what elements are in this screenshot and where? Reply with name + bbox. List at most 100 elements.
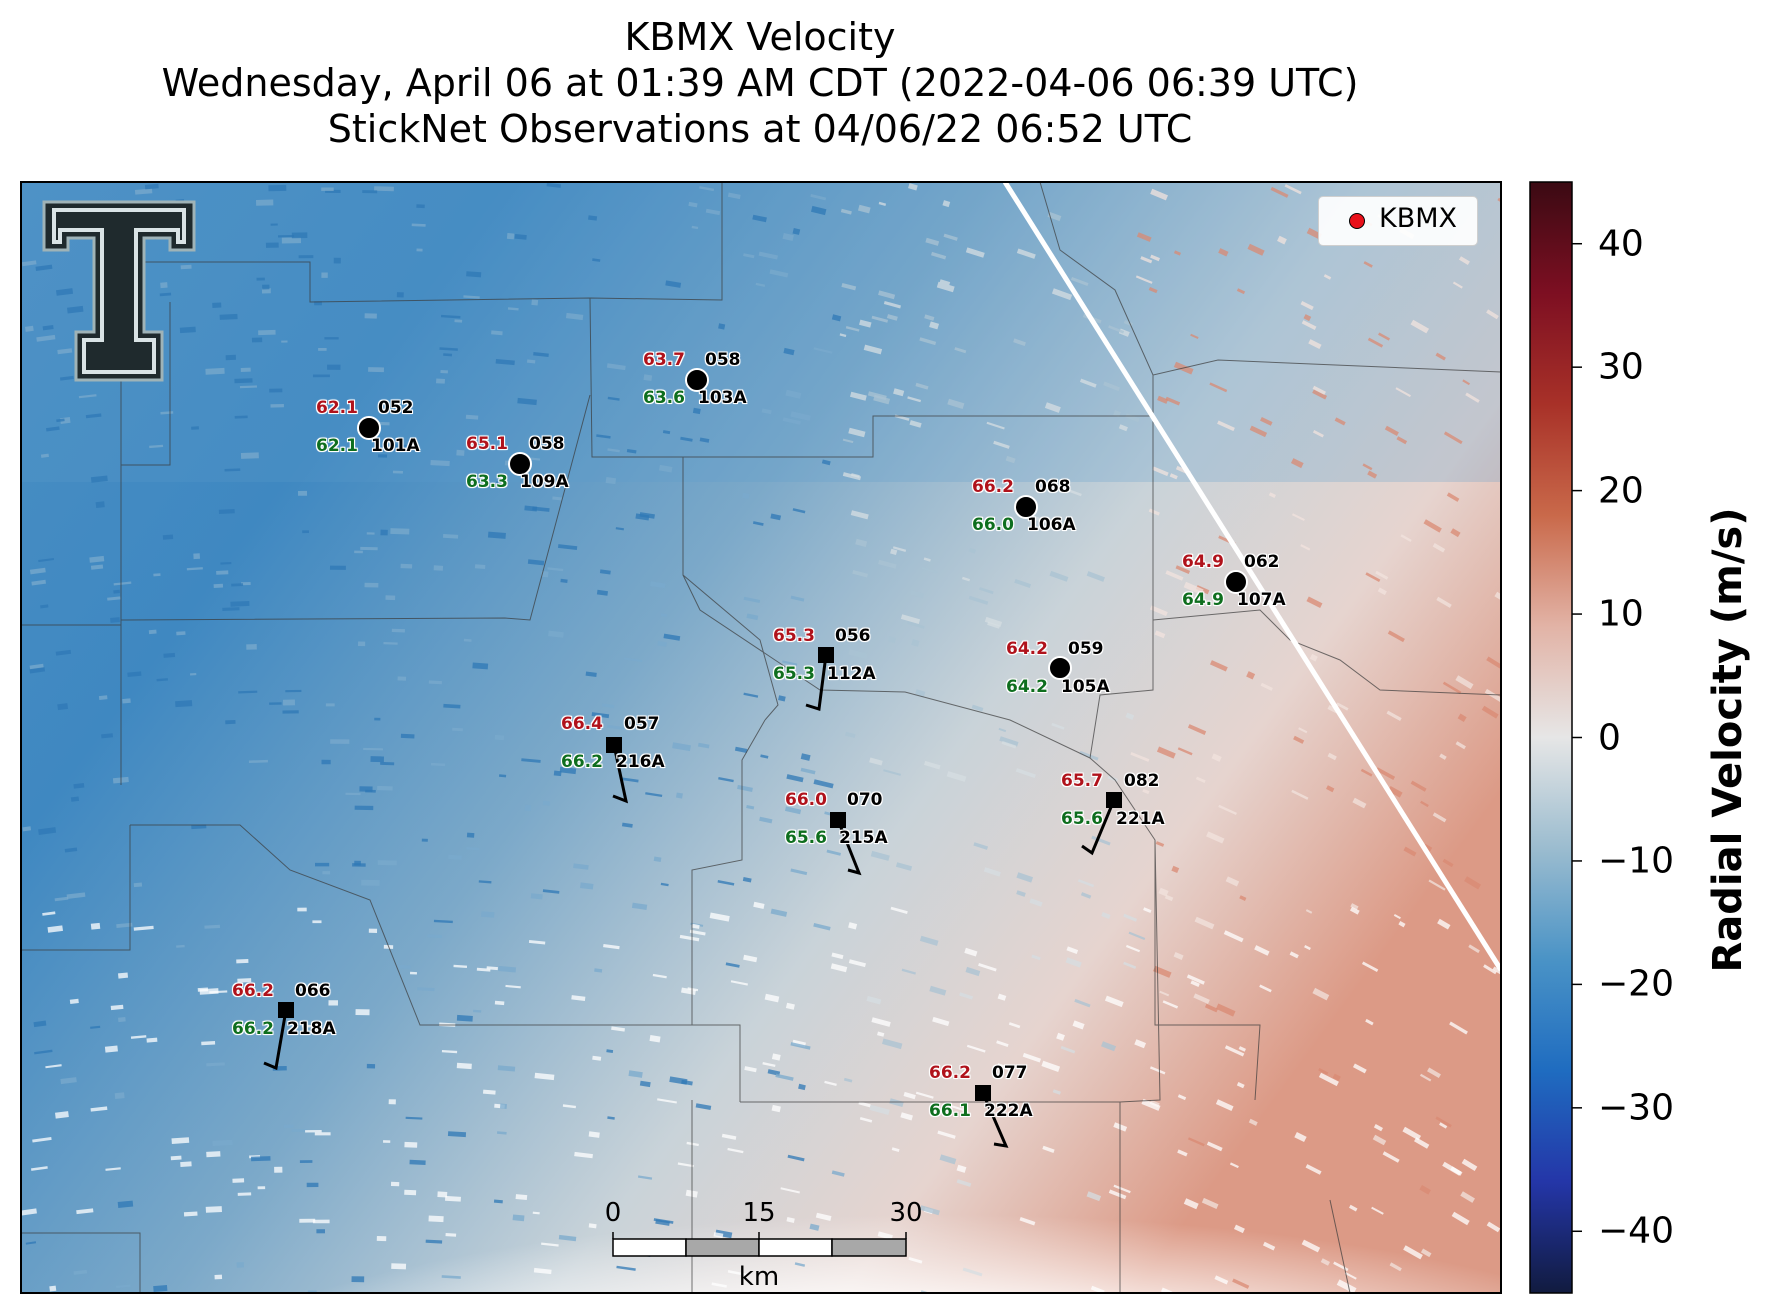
- station-marker-calm: [357, 416, 381, 440]
- radar-gate: [592, 1055, 602, 1061]
- radar-gate: [730, 980, 748, 986]
- radar-gate: [496, 1131, 507, 1135]
- radar-gate: [932, 1016, 950, 1027]
- radar-gate: [965, 966, 981, 977]
- radar-gate: [383, 1140, 391, 1143]
- radar-gate: [530, 457, 541, 461]
- radar-gate: [843, 1077, 853, 1083]
- radar-gate: [281, 237, 302, 244]
- radar-gate: [785, 1002, 795, 1010]
- radar-gate: [468, 479, 476, 485]
- radar-gate: [925, 237, 940, 246]
- radar-gate: [1051, 288, 1073, 301]
- radar-gate: [1161, 1287, 1173, 1293]
- radar-gate: [848, 959, 866, 968]
- radar-gate: [183, 1211, 198, 1217]
- radar-gate: [1104, 995, 1124, 1008]
- radar-gate: [1101, 911, 1111, 920]
- radar-gate: [90, 1106, 108, 1112]
- radar-gate: [47, 925, 63, 933]
- radar-gate: [890, 548, 898, 556]
- radar-gate: [1465, 392, 1480, 403]
- station-temp: 65.7: [1061, 771, 1103, 791]
- radar-gate: [89, 555, 105, 563]
- scale-tick-label: 0: [604, 1198, 622, 1228]
- radar-gate: [713, 1232, 724, 1239]
- radar-gate: [606, 1049, 614, 1054]
- radar-gate: [1305, 1164, 1322, 1175]
- radar-gate: [1008, 1022, 1021, 1029]
- radar-gate: [997, 1063, 1013, 1072]
- radar-gate: [1067, 488, 1082, 497]
- radar-gate: [1131, 815, 1150, 825]
- radar-gate: [798, 1083, 806, 1091]
- radar-site-marker-icon: [1349, 213, 1365, 229]
- station-id: 109A: [520, 472, 569, 492]
- radar-gate: [29, 567, 46, 575]
- radar-gate: [1306, 596, 1323, 609]
- radar-gate: [1051, 722, 1065, 730]
- radar-gate: [908, 183, 918, 191]
- radar-gate: [1149, 1066, 1166, 1075]
- radar-gate: [770, 908, 788, 917]
- radar-gate: [1386, 710, 1402, 721]
- radar-gate: [101, 733, 114, 739]
- radar-gate: [859, 1116, 873, 1123]
- radar-gate: [588, 1131, 600, 1138]
- radar-gate: [1041, 1060, 1061, 1072]
- radar-gate: [325, 703, 335, 707]
- radar-gate: [191, 824, 207, 830]
- radar-gate: [1312, 987, 1330, 1001]
- highway-line: [1002, 182, 1501, 972]
- radar-gate: [1452, 281, 1463, 289]
- radar-gate: [758, 251, 778, 260]
- station-pressure: 068: [1035, 477, 1071, 497]
- radar-gate: [163, 652, 176, 658]
- radar-gate: [1159, 990, 1170, 997]
- radar-gate: [909, 420, 922, 428]
- radar-gate: [1375, 767, 1396, 780]
- radar-gate: [1387, 630, 1405, 643]
- radar-gate: [380, 529, 388, 536]
- radar-gate: [859, 319, 872, 328]
- radar-gate: [301, 1024, 315, 1028]
- radar-gate: [90, 475, 108, 483]
- radar-gate: [35, 264, 53, 271]
- radar-gate: [631, 902, 648, 911]
- texas-tech-double-t-logo: [42, 200, 196, 382]
- radar-gate: [1206, 831, 1225, 844]
- radar-gate: [558, 1234, 577, 1242]
- radar-gate: [532, 506, 550, 512]
- radar-gate: [588, 215, 598, 221]
- radar-gate: [1442, 1161, 1462, 1176]
- radar-gate: [218, 509, 235, 514]
- radar-gate: [110, 617, 120, 623]
- radar-gate: [427, 934, 442, 939]
- radar-gate: [1326, 785, 1335, 793]
- radar-gate: [528, 940, 546, 945]
- radar-gate: [224, 468, 241, 472]
- station-dewpoint: 64.9: [1182, 590, 1224, 610]
- radar-gate: [869, 1104, 890, 1115]
- radar-gate: [1103, 381, 1120, 392]
- radar-gate: [496, 481, 505, 487]
- radar-gate: [1468, 944, 1480, 954]
- radar-gate: [21, 260, 37, 267]
- radar-gate: [1336, 1279, 1357, 1293]
- radar-gate: [1486, 309, 1499, 320]
- station-marker-calm: [685, 368, 709, 392]
- radar-gate: [368, 928, 378, 933]
- radar-gate: [416, 204, 425, 209]
- radar-gate: [1187, 1137, 1205, 1147]
- radar-gate: [699, 186, 715, 192]
- radar-gate: [291, 232, 308, 239]
- radar-gate: [915, 382, 929, 390]
- station-id: 105A: [1061, 677, 1110, 697]
- radar-gate: [495, 359, 515, 366]
- radar-gate: [1349, 906, 1360, 915]
- radar-gate: [594, 968, 603, 973]
- radar-gate: [222, 607, 240, 611]
- radar-gate: [236, 959, 249, 964]
- station-dewpoint: 64.2: [1006, 677, 1048, 697]
- radar-gate: [983, 867, 1001, 877]
